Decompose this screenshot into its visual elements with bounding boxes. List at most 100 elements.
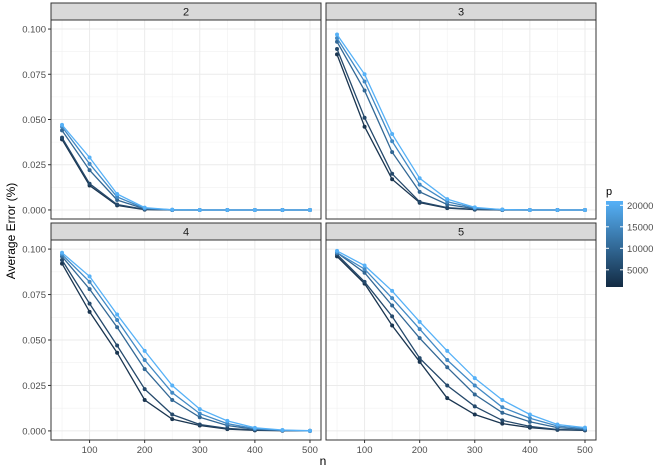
- data-point: [472, 392, 477, 397]
- data-point: [362, 72, 367, 77]
- data-point: [307, 428, 312, 433]
- data-point: [280, 428, 285, 432]
- x-tick-label: 400: [522, 445, 538, 456]
- data-point: [362, 79, 367, 84]
- series-line: [336, 255, 586, 432]
- data-point: [527, 424, 532, 429]
- data-point: [142, 358, 147, 362]
- data-point: [362, 88, 367, 93]
- data-point: [307, 207, 312, 212]
- data-point: [445, 348, 450, 353]
- data-point: [225, 426, 230, 431]
- data-point: [417, 319, 422, 324]
- data-point: [335, 46, 340, 51]
- x-tick-label: 400: [247, 445, 263, 456]
- x-axis-title: n: [320, 454, 327, 468]
- panel-border: [325, 239, 597, 441]
- data-point: [445, 383, 450, 388]
- data-point: [170, 417, 175, 422]
- data-point: [60, 135, 65, 140]
- data-point: [527, 416, 532, 421]
- x-tick-label: 200: [137, 445, 153, 456]
- series-line: [61, 124, 310, 211]
- series-line: [336, 34, 585, 211]
- panel-border: [325, 19, 597, 220]
- data-point: [87, 301, 92, 306]
- x-tick-label: 300: [467, 445, 483, 456]
- data-point: [115, 192, 120, 197]
- data-point: [390, 150, 395, 155]
- data-point: [87, 181, 92, 186]
- facet-strip-label: 5: [458, 227, 464, 239]
- data-point: [115, 318, 120, 322]
- data-point: [60, 122, 65, 127]
- data-point: [417, 336, 422, 341]
- data-point: [87, 287, 92, 292]
- data-point: [445, 197, 450, 202]
- data-point: [197, 207, 202, 212]
- data-point: [362, 124, 367, 129]
- data-point: [115, 350, 120, 355]
- data-point: [115, 198, 120, 203]
- data-point: [115, 312, 120, 317]
- data-point: [445, 205, 450, 210]
- data-point: [170, 398, 175, 402]
- data-point: [417, 199, 422, 204]
- data-point: [417, 189, 422, 194]
- data-point: [225, 418, 230, 423]
- data-point: [170, 383, 175, 388]
- data-point: [417, 182, 422, 187]
- data-point: [417, 327, 422, 332]
- data-point: [142, 205, 147, 210]
- data-point: [472, 404, 477, 409]
- data-point: [170, 390, 175, 395]
- series-line: [336, 252, 586, 431]
- data-point: [445, 358, 450, 362]
- data-point: [390, 177, 395, 182]
- data-point: [500, 405, 505, 410]
- data-point: [197, 415, 202, 420]
- data-point: [115, 194, 120, 199]
- data-point: [87, 309, 92, 314]
- data-point: [472, 205, 477, 210]
- x-tick-label: 100: [357, 445, 373, 456]
- data-point: [60, 250, 65, 255]
- data-point: [252, 207, 257, 212]
- facet-strip-label: 3: [458, 7, 464, 19]
- data-point: [390, 296, 395, 301]
- data-point: [582, 425, 587, 430]
- data-point: [417, 176, 422, 181]
- data-point: [142, 348, 147, 353]
- data-point: [390, 171, 395, 176]
- data-point: [500, 207, 505, 212]
- legend-label: 20000: [627, 201, 653, 212]
- data-point: [417, 359, 422, 364]
- data-point: [500, 410, 505, 415]
- series-line: [336, 254, 586, 431]
- data-point: [362, 267, 367, 272]
- facet-strip-label: 2: [183, 7, 189, 19]
- data-point: [555, 207, 560, 212]
- data-point: [582, 207, 587, 212]
- data-point: [197, 407, 202, 412]
- y-tick-label: 0.050: [22, 115, 46, 126]
- data-point: [527, 207, 532, 212]
- x-tick-label: 500: [302, 445, 318, 456]
- data-point: [390, 139, 395, 144]
- y-tick-label: 0.025: [22, 381, 46, 392]
- y-tick-label: 0.000: [22, 426, 46, 437]
- data-point: [527, 412, 532, 417]
- data-point: [142, 398, 147, 402]
- data-point: [225, 207, 230, 212]
- data-point: [472, 376, 477, 381]
- data-point: [527, 419, 532, 424]
- data-point: [142, 367, 147, 372]
- data-point: [87, 279, 92, 284]
- data-point: [390, 314, 395, 319]
- x-tick-label: 300: [192, 445, 208, 456]
- y-tick-label: 0.050: [22, 336, 46, 347]
- legend-label: 10000: [627, 244, 653, 255]
- data-point: [170, 412, 175, 417]
